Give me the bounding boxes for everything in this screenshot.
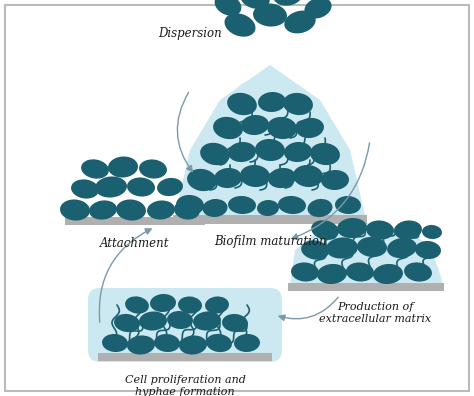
Ellipse shape [284, 11, 316, 33]
Ellipse shape [167, 311, 193, 329]
Ellipse shape [326, 238, 358, 259]
Ellipse shape [215, 0, 241, 16]
Ellipse shape [71, 179, 99, 199]
Bar [288, 283, 444, 291]
Ellipse shape [227, 93, 257, 115]
Ellipse shape [366, 221, 394, 240]
Ellipse shape [228, 196, 256, 214]
Ellipse shape [200, 143, 230, 165]
Ellipse shape [154, 334, 180, 352]
Ellipse shape [304, 0, 332, 19]
Ellipse shape [273, 0, 303, 6]
Ellipse shape [321, 170, 349, 190]
Ellipse shape [157, 178, 183, 196]
Ellipse shape [228, 142, 256, 162]
Ellipse shape [81, 159, 109, 179]
Ellipse shape [308, 199, 332, 217]
Bar [173, 215, 367, 224]
Ellipse shape [213, 117, 243, 139]
Ellipse shape [335, 196, 361, 214]
Ellipse shape [102, 334, 128, 352]
Ellipse shape [147, 200, 175, 219]
FancyArrowPatch shape [292, 143, 370, 239]
Ellipse shape [255, 139, 285, 161]
Ellipse shape [311, 220, 339, 240]
Bar [65, 217, 205, 225]
Ellipse shape [337, 218, 367, 238]
Ellipse shape [293, 165, 323, 187]
Ellipse shape [127, 335, 155, 354]
FancyBboxPatch shape [88, 288, 282, 362]
Ellipse shape [283, 93, 313, 115]
Bar [98, 353, 272, 361]
Ellipse shape [205, 297, 229, 314]
Ellipse shape [267, 117, 297, 139]
Polygon shape [175, 65, 365, 215]
FancyArrowPatch shape [100, 229, 151, 322]
Ellipse shape [206, 334, 232, 352]
Ellipse shape [346, 263, 374, 282]
Polygon shape [290, 222, 442, 285]
Ellipse shape [150, 294, 176, 312]
Ellipse shape [139, 312, 167, 331]
Ellipse shape [317, 264, 347, 284]
Ellipse shape [174, 200, 200, 219]
Ellipse shape [234, 334, 260, 352]
Text: Biofilm maturation: Biofilm maturation [214, 235, 326, 248]
Ellipse shape [253, 4, 287, 27]
Ellipse shape [422, 225, 442, 239]
Ellipse shape [415, 241, 441, 259]
Ellipse shape [310, 143, 340, 165]
Ellipse shape [116, 200, 146, 221]
Text: Attachment: Attachment [100, 237, 170, 250]
Ellipse shape [357, 237, 387, 257]
Ellipse shape [225, 13, 255, 37]
Ellipse shape [202, 199, 228, 217]
Ellipse shape [187, 169, 217, 191]
Ellipse shape [296, 118, 324, 138]
Ellipse shape [291, 263, 319, 282]
Ellipse shape [178, 297, 202, 314]
Ellipse shape [373, 264, 403, 284]
Ellipse shape [278, 196, 306, 214]
Ellipse shape [114, 314, 140, 332]
Ellipse shape [387, 238, 417, 258]
Ellipse shape [222, 314, 248, 332]
Ellipse shape [139, 160, 167, 179]
Ellipse shape [240, 0, 270, 9]
Ellipse shape [108, 156, 138, 177]
Text: Production of
extracellular matrix: Production of extracellular matrix [319, 302, 431, 324]
Text: Dispersion: Dispersion [158, 27, 222, 40]
PathPatch shape [175, 77, 344, 215]
Ellipse shape [193, 311, 221, 331]
Ellipse shape [394, 221, 422, 240]
Ellipse shape [241, 115, 269, 135]
Ellipse shape [179, 335, 207, 354]
Ellipse shape [404, 263, 432, 282]
Ellipse shape [95, 177, 127, 198]
FancyArrowPatch shape [279, 297, 338, 320]
FancyArrowPatch shape [177, 92, 192, 171]
Ellipse shape [127, 177, 155, 196]
Ellipse shape [258, 92, 286, 112]
Text: Cell proliferation and
hyphae formation: Cell proliferation and hyphae formation [125, 375, 246, 396]
Ellipse shape [257, 200, 279, 216]
Ellipse shape [284, 142, 312, 162]
Ellipse shape [60, 200, 90, 221]
Ellipse shape [176, 195, 204, 215]
Ellipse shape [268, 168, 296, 188]
Ellipse shape [214, 168, 242, 188]
Ellipse shape [240, 165, 270, 187]
Ellipse shape [125, 296, 149, 314]
Ellipse shape [301, 240, 329, 260]
Ellipse shape [89, 200, 117, 220]
